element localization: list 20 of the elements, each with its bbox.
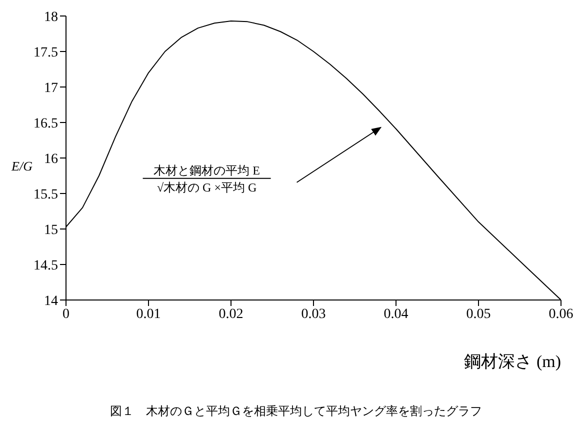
y-tick-label: 16 xyxy=(44,152,58,167)
x-tick-label: 0.01 xyxy=(136,306,161,322)
x-tick-label: 0.06 xyxy=(548,306,574,322)
x-tick-label: 0 xyxy=(62,306,70,322)
x-tick-label: 0.03 xyxy=(301,306,326,322)
y-tick-label: 17.5 xyxy=(34,45,58,60)
y-tick-label: 15.5 xyxy=(34,187,58,202)
y-tick-label: 17 xyxy=(44,80,58,96)
y-tick-label: 14 xyxy=(44,294,58,309)
x-tick-label: 0.05 xyxy=(466,306,491,322)
y-axis-title: E/G xyxy=(10,158,34,174)
x-axis-title: 鋼材深さ (m) xyxy=(464,352,561,371)
y-tick-label: 18 xyxy=(44,10,58,25)
y-tick-label: 16.5 xyxy=(34,116,58,132)
x-tick-label: 0.04 xyxy=(384,306,408,322)
text: 図１ 木材のＧと平均Ｇを相乗平均して平均ヤング率を割ったグラフ xyxy=(110,404,482,418)
x-tick-label: 0.02 xyxy=(218,306,244,322)
y-tick-label: 15 xyxy=(44,222,58,238)
annotation: 木材と鋼材の平均 E √木材の G ×平均 G xyxy=(154,163,260,194)
y-tick-label: 14.5 xyxy=(34,258,58,274)
